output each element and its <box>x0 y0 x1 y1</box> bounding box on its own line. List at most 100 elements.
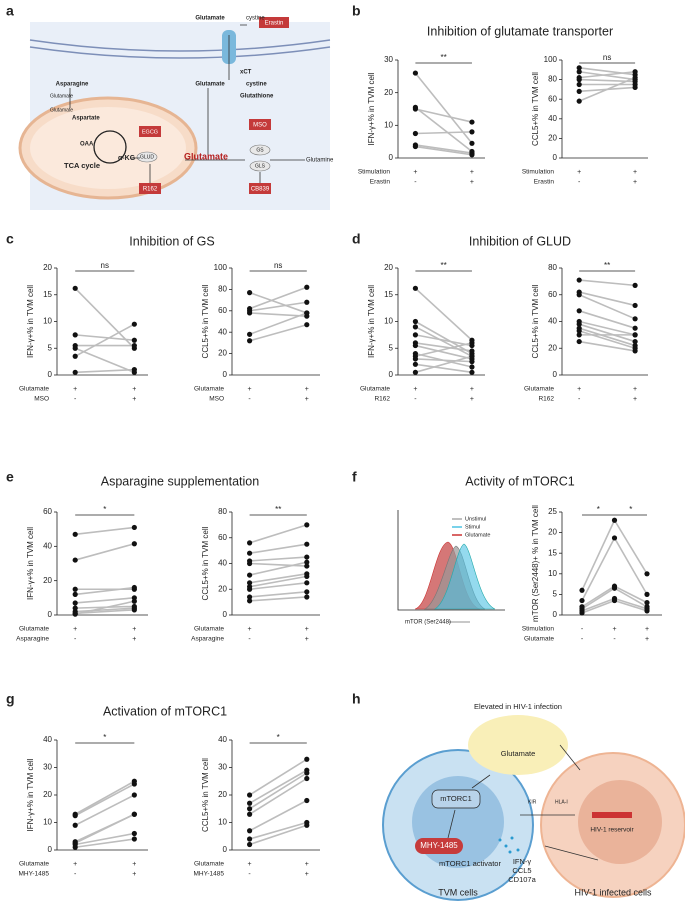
point <box>304 589 310 595</box>
point <box>469 140 475 146</box>
y-tick-label: 0 <box>48 845 53 854</box>
pair-line <box>579 279 636 287</box>
y-tick-label: 40 <box>218 327 227 336</box>
y-tick-label: 20 <box>218 349 227 358</box>
label: TCA cycle <box>64 161 100 170</box>
label: cystine <box>246 82 267 88</box>
point <box>304 573 310 579</box>
row-mark: + <box>633 396 637 403</box>
point <box>247 572 253 578</box>
y-tick-label: 30 <box>218 763 227 772</box>
point <box>131 337 137 343</box>
pair-line <box>578 323 636 343</box>
row-mark: - <box>248 396 251 403</box>
y-tick-label: 20 <box>218 584 227 593</box>
significance-label: ** <box>441 53 447 62</box>
row-mark: - <box>581 626 584 633</box>
pair-line <box>249 301 307 312</box>
point <box>247 811 253 817</box>
point <box>304 797 310 804</box>
point <box>304 522 310 528</box>
label: CB839 <box>251 187 270 193</box>
point <box>247 594 253 600</box>
point <box>632 332 638 338</box>
pair-line <box>579 70 636 79</box>
point <box>72 611 78 617</box>
mitochondrion-inner <box>30 107 186 189</box>
cytokines <box>498 836 520 854</box>
pair-line <box>415 342 473 358</box>
point <box>247 836 253 842</box>
y-tick-label: 60 <box>218 533 227 542</box>
y-tick-label: 20 <box>548 343 557 352</box>
enzyme <box>136 151 158 163</box>
pair-line <box>414 106 473 153</box>
point <box>576 69 582 75</box>
label: MSO <box>253 123 267 129</box>
point <box>304 770 310 776</box>
label: Elevated in HIV-1 infection <box>474 702 562 711</box>
point <box>469 152 475 158</box>
pair-line <box>75 334 135 342</box>
pair-line <box>581 519 616 591</box>
pair-line <box>249 824 308 846</box>
drug-box <box>259 17 289 28</box>
pair-line <box>249 799 308 832</box>
pair-line <box>74 287 135 349</box>
pair-line <box>581 537 616 601</box>
pair-line <box>581 597 615 612</box>
point <box>576 277 582 283</box>
point <box>304 775 310 782</box>
pair-line <box>414 287 473 341</box>
y-tick-label: 15 <box>43 290 52 299</box>
point <box>412 130 418 137</box>
drug-box <box>249 183 271 194</box>
y-tick-label: 60 <box>548 290 557 299</box>
pair-line <box>249 758 308 796</box>
label: xCT <box>240 70 252 76</box>
y-tick-label: 0 <box>223 370 228 379</box>
pair-line <box>415 342 473 352</box>
panel-title: Inhibition of glutamate transporter <box>427 24 613 38</box>
row-mark: - <box>74 871 77 878</box>
point <box>412 369 418 375</box>
row-mark: - <box>74 396 77 403</box>
pair-line <box>249 543 307 554</box>
point <box>576 81 582 88</box>
point <box>131 367 137 373</box>
point <box>469 364 475 370</box>
point <box>304 310 310 316</box>
row-mark: + <box>633 386 637 393</box>
row-mark: - <box>578 396 581 403</box>
row-mark: + <box>132 636 136 643</box>
enzyme <box>249 144 271 156</box>
row-mark: - <box>414 179 417 186</box>
pair-line <box>415 108 473 123</box>
point <box>72 586 78 592</box>
row-mark: + <box>73 626 77 633</box>
y-tick-label: 0 <box>389 370 394 379</box>
pair-line <box>249 556 307 562</box>
label: Aspartate <box>72 116 100 122</box>
pair-line <box>74 794 135 826</box>
label: cystine <box>246 16 265 22</box>
provirus <box>592 812 632 818</box>
arrows <box>69 24 305 183</box>
row-label: Glutamate <box>524 386 554 393</box>
label: Glutamate <box>501 749 536 758</box>
y-tick-label: 20 <box>548 528 557 537</box>
point <box>304 322 310 328</box>
point <box>72 332 78 338</box>
point <box>247 331 253 337</box>
point <box>72 822 78 828</box>
y-tick-label: 15 <box>548 548 557 557</box>
pair-line <box>74 783 135 817</box>
point <box>576 308 582 314</box>
pair-line <box>249 291 308 314</box>
row-mark: - <box>248 636 251 643</box>
diagram-h: Elevated in HIV-1 infection Glutamate mT… <box>382 702 685 901</box>
pair-line <box>578 330 636 350</box>
pair-line <box>581 587 615 610</box>
y-axis-label: IFN-γ+% in TVM cell <box>26 527 35 600</box>
